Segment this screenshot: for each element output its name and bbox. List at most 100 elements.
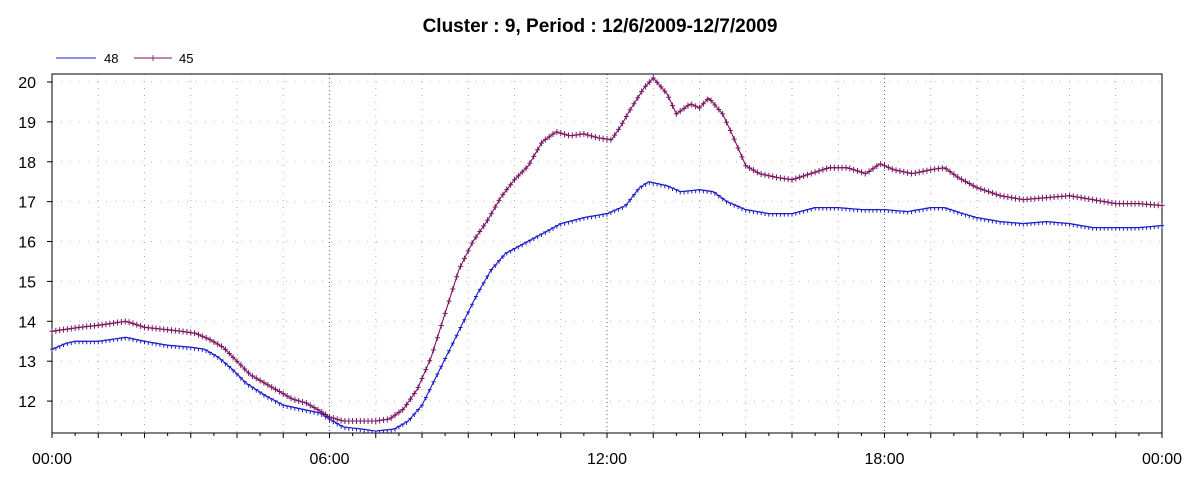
legend: 48 + 45 [56, 51, 193, 66]
series-point-45 [855, 167, 861, 174]
chart-title: Cluster : 9, Period : 12/6/2009-12/7/200… [423, 16, 778, 37]
series-point-48 [254, 389, 259, 393]
series-point-45 [226, 350, 232, 357]
series-point-48 [913, 209, 918, 214]
series-point-48 [389, 428, 394, 433]
x-tick-label: 00:00 [1142, 451, 1182, 468]
series-point-48 [235, 373, 239, 377]
series-point-45 [454, 273, 460, 280]
series-point-48 [1048, 221, 1053, 225]
series-point-48 [184, 346, 189, 350]
series-point-45 [662, 88, 668, 95]
series-point-45 [716, 106, 722, 113]
series-point-48 [786, 213, 791, 217]
series-point-45 [388, 414, 394, 421]
series-point-48 [373, 430, 378, 435]
series-point-48 [824, 207, 829, 211]
series-point-48 [296, 407, 301, 412]
series-point-45 [504, 186, 510, 193]
series-point-45 [569, 132, 575, 139]
series-point-48 [828, 207, 833, 211]
series-point-48 [1001, 221, 1006, 225]
series-point-45 [404, 401, 410, 408]
series-point-45 [458, 263, 464, 270]
series-point-48 [832, 207, 837, 211]
series-point-45 [766, 172, 772, 179]
series-point-45 [180, 328, 186, 335]
series-point-45 [982, 187, 988, 194]
x-tick-label: 12:00 [587, 451, 627, 468]
series-point-45 [562, 131, 568, 138]
series-point-48 [994, 220, 999, 224]
series-point-45 [1159, 202, 1165, 209]
series-point-48 [458, 327, 463, 331]
series-point-45 [916, 169, 922, 176]
series-point-45 [296, 397, 302, 404]
series-point-48 [300, 408, 305, 413]
series-point-48 [1067, 223, 1072, 227]
series-point-45 [878, 161, 884, 168]
series-point-45 [496, 197, 502, 204]
series-layer [49, 74, 1165, 435]
series-point-48 [1113, 227, 1118, 231]
series-point-45 [616, 126, 622, 133]
series-point-45 [538, 140, 544, 147]
series-point-45 [373, 418, 379, 425]
series-point-48 [285, 405, 290, 409]
series-point-45 [400, 406, 406, 413]
series-point-48 [570, 220, 575, 224]
series-point-48 [169, 345, 174, 349]
series-point-45 [1070, 193, 1076, 200]
series-point-48 [724, 200, 729, 205]
series-point-48 [651, 182, 656, 186]
series-point-45 [905, 169, 911, 176]
series-point-45 [581, 130, 587, 137]
series-point-45 [912, 170, 918, 177]
series-point-45 [947, 168, 953, 175]
series-point-48 [928, 207, 933, 211]
series-point-48 [211, 354, 216, 358]
series-point-48 [986, 219, 991, 223]
series-point-48 [200, 348, 205, 352]
series-point-48 [146, 341, 151, 345]
x-tick-label: 06:00 [309, 451, 349, 468]
series-point-48 [312, 411, 317, 415]
series-point-48 [936, 207, 941, 211]
series-point-45 [292, 396, 298, 403]
series-point-48 [119, 337, 124, 341]
series-point-48 [805, 209, 810, 213]
series-point-45 [219, 343, 225, 350]
series-point-48 [219, 359, 224, 363]
series-point-48 [693, 189, 698, 194]
series-point-45 [512, 176, 517, 183]
series-point-48 [551, 227, 556, 231]
series-point-45 [300, 398, 306, 405]
series-point-48 [227, 366, 232, 370]
series-point-48 [998, 221, 1003, 225]
series-point-48 [1106, 227, 1111, 231]
series-point-48 [192, 347, 197, 351]
series-point-48 [354, 427, 359, 432]
series-point-48 [597, 214, 602, 218]
series-point-45 [95, 322, 101, 329]
series-point-45 [246, 369, 252, 376]
series-point-48 [990, 219, 995, 224]
series-point-48 [65, 342, 70, 346]
series-point-48 [778, 213, 783, 217]
series-point-48 [96, 340, 101, 345]
series-point-48 [512, 248, 517, 252]
series-point-45 [808, 170, 814, 177]
series-point-48 [1009, 222, 1014, 226]
series-point-48 [261, 394, 266, 398]
series-point-45 [338, 417, 344, 424]
series-point-48 [350, 427, 355, 432]
series-point-45 [573, 131, 579, 138]
series-point-45 [222, 346, 228, 353]
series-point-48 [308, 410, 313, 414]
series-point-48 [1036, 221, 1041, 226]
series-point-48 [905, 211, 910, 215]
series-point-45 [673, 110, 679, 117]
series-point-48 [843, 207, 848, 212]
series-point-48 [566, 221, 571, 225]
